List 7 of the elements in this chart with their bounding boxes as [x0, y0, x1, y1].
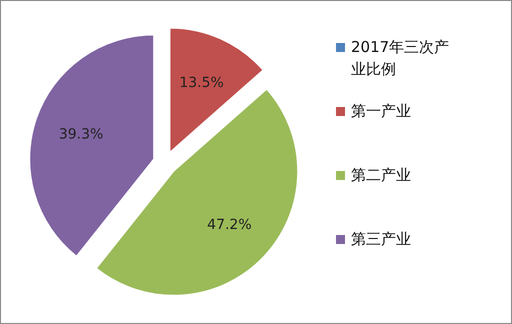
legend-label: 第一产业 [351, 102, 411, 120]
data-label: 39.3% [58, 126, 104, 143]
data-label: 47.2% [207, 217, 252, 234]
legend-title: 2017年三次产业比例 [351, 38, 450, 78]
legend-label: 第三产业 [351, 230, 411, 248]
legend-label: 第二产业 [351, 166, 411, 184]
data-label: 13.5% [179, 74, 224, 91]
